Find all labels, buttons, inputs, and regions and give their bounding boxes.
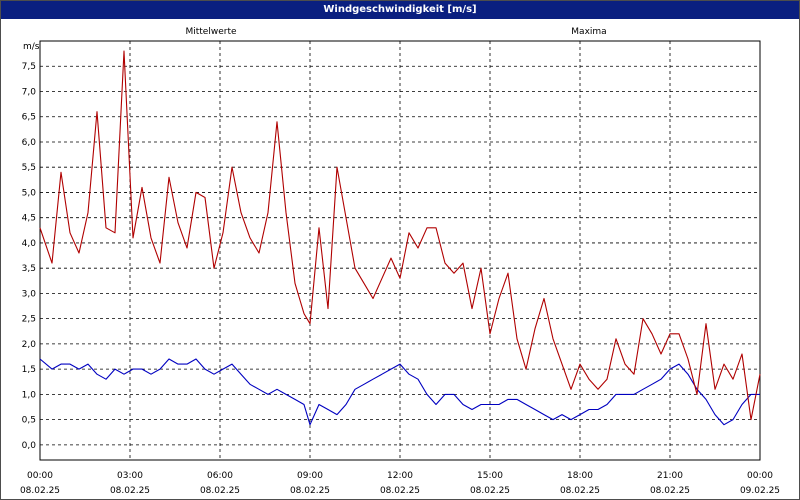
y-tick-label: 2,0 (22, 340, 37, 350)
x-tick-time-label: 18:00 (567, 471, 593, 481)
y-tick-label: 4,5 (22, 214, 36, 224)
x-tick-date-label: 08.02.25 (470, 486, 510, 496)
x-tick-time-label: 03:00 (117, 471, 143, 481)
y-tick-label: 7,0 (22, 87, 37, 97)
x-tick-time-label: 06:00 (207, 471, 233, 481)
y-tick-label: 3,5 (22, 264, 36, 274)
y-tick-label: 7,5 (22, 62, 36, 72)
y-tick-label: 0,0 (22, 441, 37, 451)
x-tick-date-label: 08.02.25 (650, 486, 690, 496)
legend-maxima: Maxima (571, 27, 606, 37)
x-tick-time-label: 15:00 (477, 471, 503, 481)
x-tick-date-label: 08.02.25 (20, 486, 60, 496)
x-tick-time-label: 00:00 (747, 471, 773, 481)
x-tick-time-label: 12:00 (387, 471, 413, 481)
y-tick-label: 6,0 (22, 138, 37, 148)
y-tick-label: 1,5 (22, 365, 36, 375)
y-tick-label: 2,5 (22, 315, 36, 325)
y-tick-label: 4,0 (22, 239, 37, 249)
x-tick-date-label: 08.02.25 (110, 486, 150, 496)
chart-title: Windgeschwindigkeit [m/s] (1, 1, 799, 19)
grid (40, 41, 760, 460)
y-tick-label: 0,5 (22, 416, 36, 426)
y-tick-labels: 0,0 0,5 1,0 1,5 2,0 2,5 3,0 3,5 4,0 4,5 5,0 5,5 6,0 6… (22, 62, 37, 451)
x-tick-date-label: 08.02.25 (200, 486, 240, 496)
x-tick-time-label: 00:00 (27, 471, 53, 481)
y-tick-label: 1,0 (22, 390, 37, 400)
x-tick-labels: 00:00 08.02.25 03:00 08.02.25 06:00 08.02.25 0… (20, 471, 780, 496)
y-tick-label: 5,5 (22, 163, 36, 173)
axes (39, 40, 761, 461)
series-lines (39, 50, 761, 426)
x-tick-date-label: 09.02.25 (740, 486, 780, 496)
y-tick-label: 3,0 (22, 289, 37, 299)
plot-area-border (39, 40, 761, 461)
series-line-maxima (39, 50, 761, 421)
y-tick-label: 6,5 (22, 113, 36, 123)
x-tick-date-label: 08.02.25 (560, 486, 600, 496)
y-tick-label: 5,0 (22, 188, 37, 198)
x-tick-time-label: 09:00 (297, 471, 323, 481)
series-line-mittelwerte (39, 358, 760, 426)
x-tick-date-label: 08.02.25 (380, 486, 420, 496)
x-tick-time-label: 21:00 (657, 471, 683, 481)
y-axis-label: m/s (23, 42, 40, 52)
legend-mittelwerte: Mittelwerte (185, 27, 236, 37)
x-tick-date-label: 08.02.25 (290, 486, 330, 496)
